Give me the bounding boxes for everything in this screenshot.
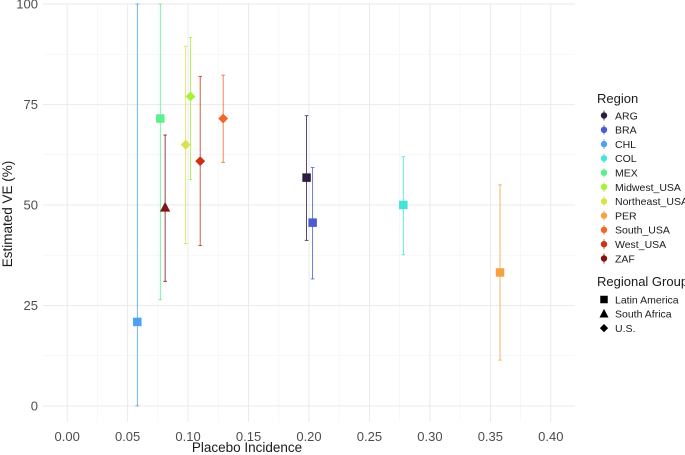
legend-item-zaf: ZAF (600, 253, 635, 265)
y-tick-label: 100 (16, 0, 38, 12)
legend-label: BRA (615, 125, 637, 137)
point-zaf (160, 201, 171, 212)
point-per (495, 268, 505, 277)
legend: Region ARG BRA CHL COL MEX Midwest_USA Northea… (597, 91, 685, 335)
x-tick-label: 0.20 (296, 429, 321, 444)
legend-label: West_USA (615, 239, 666, 251)
point-south-usa (218, 113, 229, 124)
legend-color-title: Region (597, 91, 638, 106)
x-tick-label: 0.10 (175, 429, 200, 444)
legend-swatch (600, 169, 608, 176)
legend-label: South_USA (615, 225, 670, 237)
legend-swatch (600, 183, 608, 191)
x-tick-label: 0.35 (478, 429, 503, 444)
point-col (399, 200, 408, 210)
legend-label: South Africa (615, 309, 672, 321)
legend-label: MEX (615, 168, 638, 180)
legend-swatch (600, 112, 608, 119)
legend-color-entries: ARG BRA CHL COL MEX Midwest_USA Northeast_USA P… (600, 110, 685, 265)
legend-label: CHL (615, 139, 636, 151)
legend-label: PER (615, 210, 637, 222)
legend-label: U.S. (615, 323, 635, 335)
legend-label: COL (615, 153, 637, 165)
y-axis-ticks: 0 25 50 75 100 (16, 0, 38, 413)
legend-swatch (600, 255, 608, 262)
legend-item-west-usa: West_USA (600, 239, 666, 251)
y-tick-label: 0 (31, 398, 38, 413)
legend-swatch (600, 155, 608, 162)
error-bar-chl (135, 3, 140, 407)
legend-swatch (600, 241, 608, 248)
point-chl (133, 317, 142, 327)
legend-item-arg: ARG (600, 110, 638, 122)
y-axis-title: Estimated VE (%) (0, 161, 15, 268)
error-bar-mex (158, 3, 163, 301)
legend-item-mex: MEX (600, 168, 638, 180)
point-midwest-usa (185, 91, 196, 102)
x-tick-label: 0.00 (55, 429, 80, 444)
legend-swatch (600, 126, 608, 133)
legend-item-col: COL (600, 153, 637, 165)
x-tick-label: 0.30 (417, 429, 442, 444)
y-tick-label: 50 (24, 197, 38, 212)
point-arg (302, 173, 311, 182)
legend-item-per: PER (600, 210, 637, 222)
legend-item-u-s-: U.S. (599, 323, 635, 335)
point-west-usa (195, 156, 206, 167)
legend-shape-swatch (600, 295, 608, 304)
legend-swatch (600, 140, 608, 148)
legend-swatch (600, 198, 608, 205)
legend-item-south-usa: South_USA (600, 225, 670, 237)
data-points (133, 91, 505, 327)
x-axis-ticks: 0.00 0.05 0.10 0.15 0.20 0.25 0.30 0.35 0.40 (55, 429, 564, 444)
legend-item-latin-america: Latin America (600, 294, 679, 306)
legend-item-bra: BRA (600, 125, 637, 137)
legend-shape-title: Regional Group (597, 274, 685, 289)
x-axis-title: Placebo Incidence (192, 440, 302, 455)
point-mex (156, 114, 165, 123)
legend-swatch (600, 226, 608, 234)
legend-shape-entries: Latin America South Africa U.S. (599, 294, 679, 335)
legend-item-chl: CHL (600, 139, 636, 151)
legend-item-midwest-usa: Midwest_USA (600, 182, 681, 194)
y-tick-label: 25 (24, 298, 38, 313)
legend-label: Northeast_USA (615, 196, 685, 208)
y-tick-label: 75 (24, 97, 38, 112)
legend-shape-swatch (599, 323, 609, 333)
legend-item-south-africa: South Africa (599, 308, 672, 321)
legend-label: Latin America (615, 294, 679, 306)
point-bra (308, 218, 317, 227)
legend-label: ZAF (615, 253, 635, 265)
legend-swatch (600, 212, 608, 219)
x-tick-label: 0.25 (357, 429, 382, 444)
point-northeast-usa (180, 139, 191, 150)
legend-item-northeast-usa: Northeast_USA (600, 196, 685, 208)
grid-lines (43, 3, 575, 422)
x-tick-label: 0.15 (236, 429, 261, 444)
legend-label: Midwest_USA (615, 182, 681, 194)
error-bar-midwest-usa (188, 36, 193, 181)
legend-label: ARG (615, 110, 638, 122)
x-tick-label: 0.05 (115, 429, 140, 444)
legend-shape-swatch (599, 308, 609, 318)
x-tick-label: 0.40 (538, 429, 563, 444)
